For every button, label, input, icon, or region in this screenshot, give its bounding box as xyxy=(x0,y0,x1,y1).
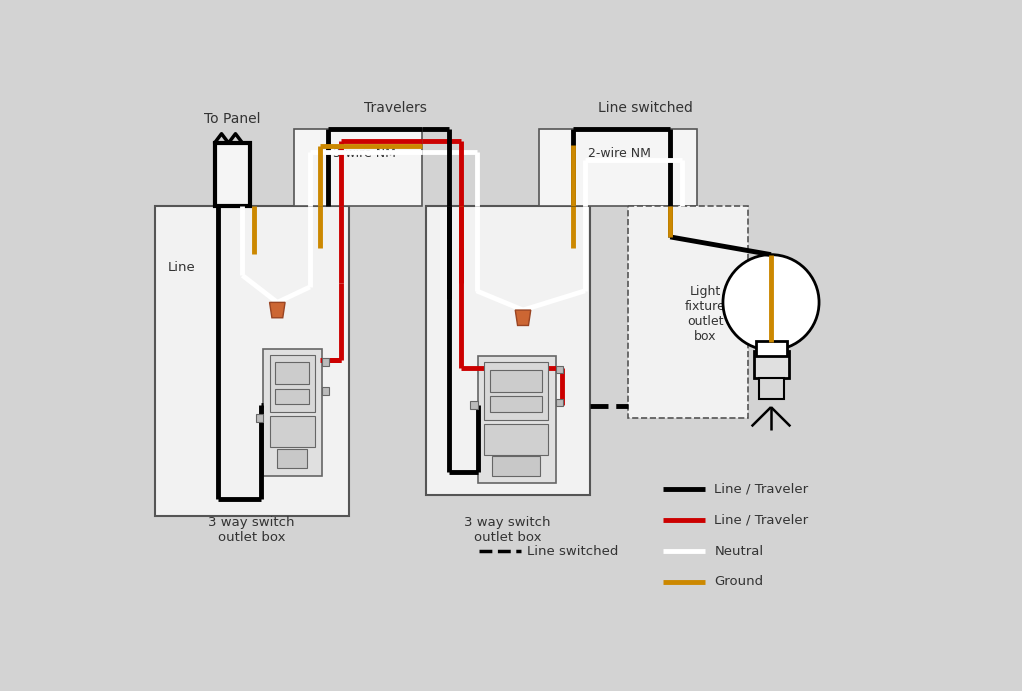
Bar xyxy=(490,397,543,412)
Bar xyxy=(264,348,322,475)
Bar xyxy=(470,401,478,408)
Text: 3 way switch
outlet box: 3 way switch outlet box xyxy=(464,515,551,544)
Bar xyxy=(322,387,329,395)
Text: Line / Traveler: Line / Traveler xyxy=(714,514,808,527)
Text: Line: Line xyxy=(168,261,196,274)
Bar xyxy=(294,129,422,206)
Bar xyxy=(275,363,309,384)
Bar xyxy=(484,424,548,455)
Polygon shape xyxy=(515,310,530,325)
Text: Line / Traveler: Line / Traveler xyxy=(714,483,808,496)
Polygon shape xyxy=(270,303,285,318)
Bar xyxy=(256,414,264,422)
Bar xyxy=(155,206,349,515)
Bar xyxy=(754,351,789,378)
Bar xyxy=(215,143,250,206)
Bar xyxy=(277,448,307,468)
Bar xyxy=(539,129,697,206)
Ellipse shape xyxy=(723,254,819,350)
Bar xyxy=(492,456,540,475)
Text: Ground: Ground xyxy=(714,576,763,588)
Bar xyxy=(270,354,315,413)
Text: Line switched: Line switched xyxy=(527,545,618,558)
Text: To Panel: To Panel xyxy=(204,112,261,126)
Text: 2-wire NM: 2-wire NM xyxy=(589,147,651,160)
Bar xyxy=(426,206,591,495)
Text: Travelers: Travelers xyxy=(364,102,426,115)
Bar xyxy=(478,357,556,483)
Text: Line switched: Line switched xyxy=(598,102,693,115)
Text: Neutral: Neutral xyxy=(714,545,763,558)
Text: 3-wire NM: 3-wire NM xyxy=(333,147,396,160)
Bar xyxy=(755,341,787,357)
Bar xyxy=(490,370,543,392)
Bar xyxy=(556,399,563,406)
Bar xyxy=(628,206,748,418)
Bar xyxy=(758,378,784,399)
Bar xyxy=(556,366,563,373)
Bar xyxy=(270,417,315,447)
Text: Light
fixture
outlet
box: Light fixture outlet box xyxy=(685,285,726,343)
Text: 3 way switch
outlet box: 3 way switch outlet box xyxy=(208,515,295,544)
Bar xyxy=(275,388,309,404)
Bar xyxy=(484,363,548,420)
Bar xyxy=(322,358,329,366)
